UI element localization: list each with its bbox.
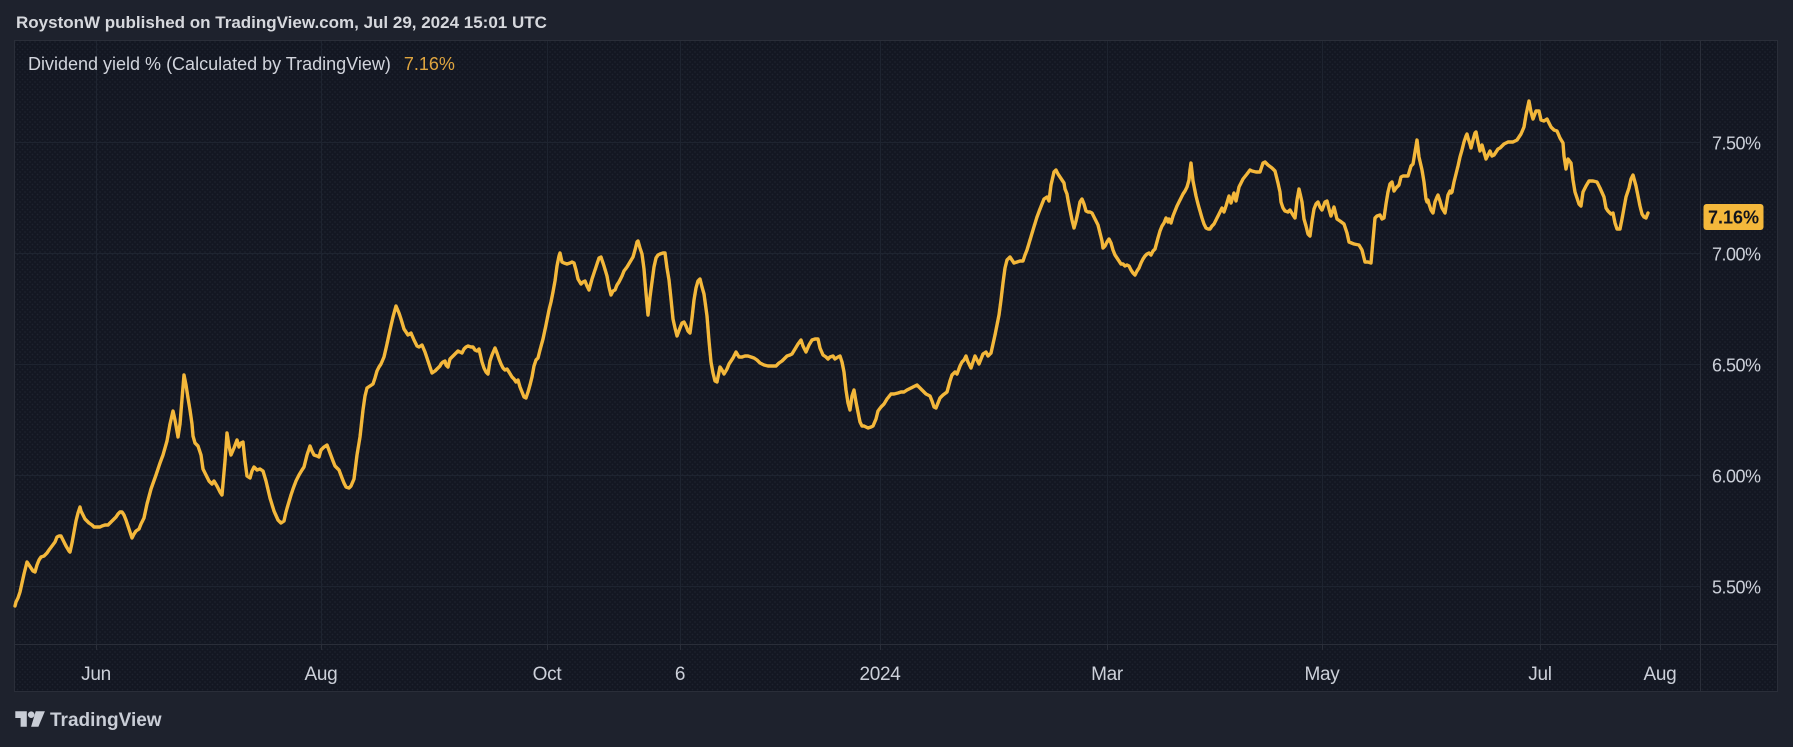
svg-text:7.16%: 7.16% bbox=[1708, 208, 1759, 228]
svg-text:6: 6 bbox=[675, 664, 685, 685]
svg-text:Jun: Jun bbox=[81, 664, 111, 685]
svg-text:2024: 2024 bbox=[859, 664, 901, 685]
svg-text:Oct: Oct bbox=[533, 664, 563, 685]
svg-text:May: May bbox=[1305, 664, 1341, 685]
svg-text:5.50%: 5.50% bbox=[1712, 578, 1761, 598]
svg-text:6.50%: 6.50% bbox=[1712, 356, 1761, 376]
svg-text:7.50%: 7.50% bbox=[1712, 134, 1761, 154]
svg-text:7.00%: 7.00% bbox=[1712, 245, 1761, 265]
svg-text:Aug: Aug bbox=[1644, 664, 1677, 685]
svg-text:6.00%: 6.00% bbox=[1712, 467, 1761, 487]
svg-text:Mar: Mar bbox=[1091, 664, 1124, 685]
svg-text:Jul: Jul bbox=[1528, 664, 1551, 685]
svg-text:Aug: Aug bbox=[305, 664, 338, 685]
